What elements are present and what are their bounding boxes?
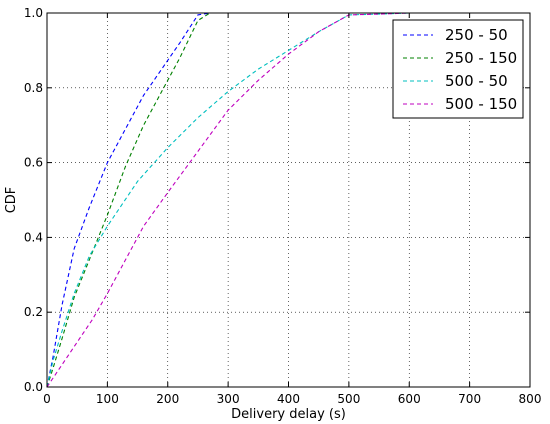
x-axis-label: Delivery delay (s) [231,407,346,422]
axis-ticks: 0 100 200 300 400 500 600 700 800 0.0 0.2 0.4 0.6 0.8… [24,6,542,406]
x-tick-label: 800 [519,392,542,406]
y-tick-label: 1.0 [24,6,43,20]
legend-box [392,19,524,119]
x-tick-label: 200 [156,392,179,406]
x-tick-label: 100 [96,392,119,406]
series-line-4 [46,12,440,388]
x-tick-label: 500 [337,392,360,406]
x-tick-label: 300 [217,392,240,406]
y-tick-label: 0.0 [24,380,43,394]
y-tick-label: 0.4 [24,230,43,244]
x-tick-label: 0 [43,392,51,406]
series-line-1 [46,12,229,388]
legend: 250 - 50 250 - 150 500 - 50 500 - 150 [392,19,524,119]
legend-label: 250 - 50 [445,26,508,44]
x-tick-label: 600 [398,392,421,406]
series-line-3 [46,12,440,388]
series-line-2 [46,12,229,388]
legend-label: 500 - 50 [445,72,508,90]
legend-label: 500 - 150 [445,95,517,113]
legend-label: 250 - 150 [445,49,517,67]
x-tick-label: 700 [458,392,481,406]
y-axis-label: CDF [4,187,19,214]
y-tick-label: 0.8 [24,81,43,95]
x-tick-label: 400 [277,392,300,406]
y-tick-label: 0.6 [24,156,43,170]
y-tick-label: 0.2 [24,305,43,319]
series-lines [46,12,440,388]
